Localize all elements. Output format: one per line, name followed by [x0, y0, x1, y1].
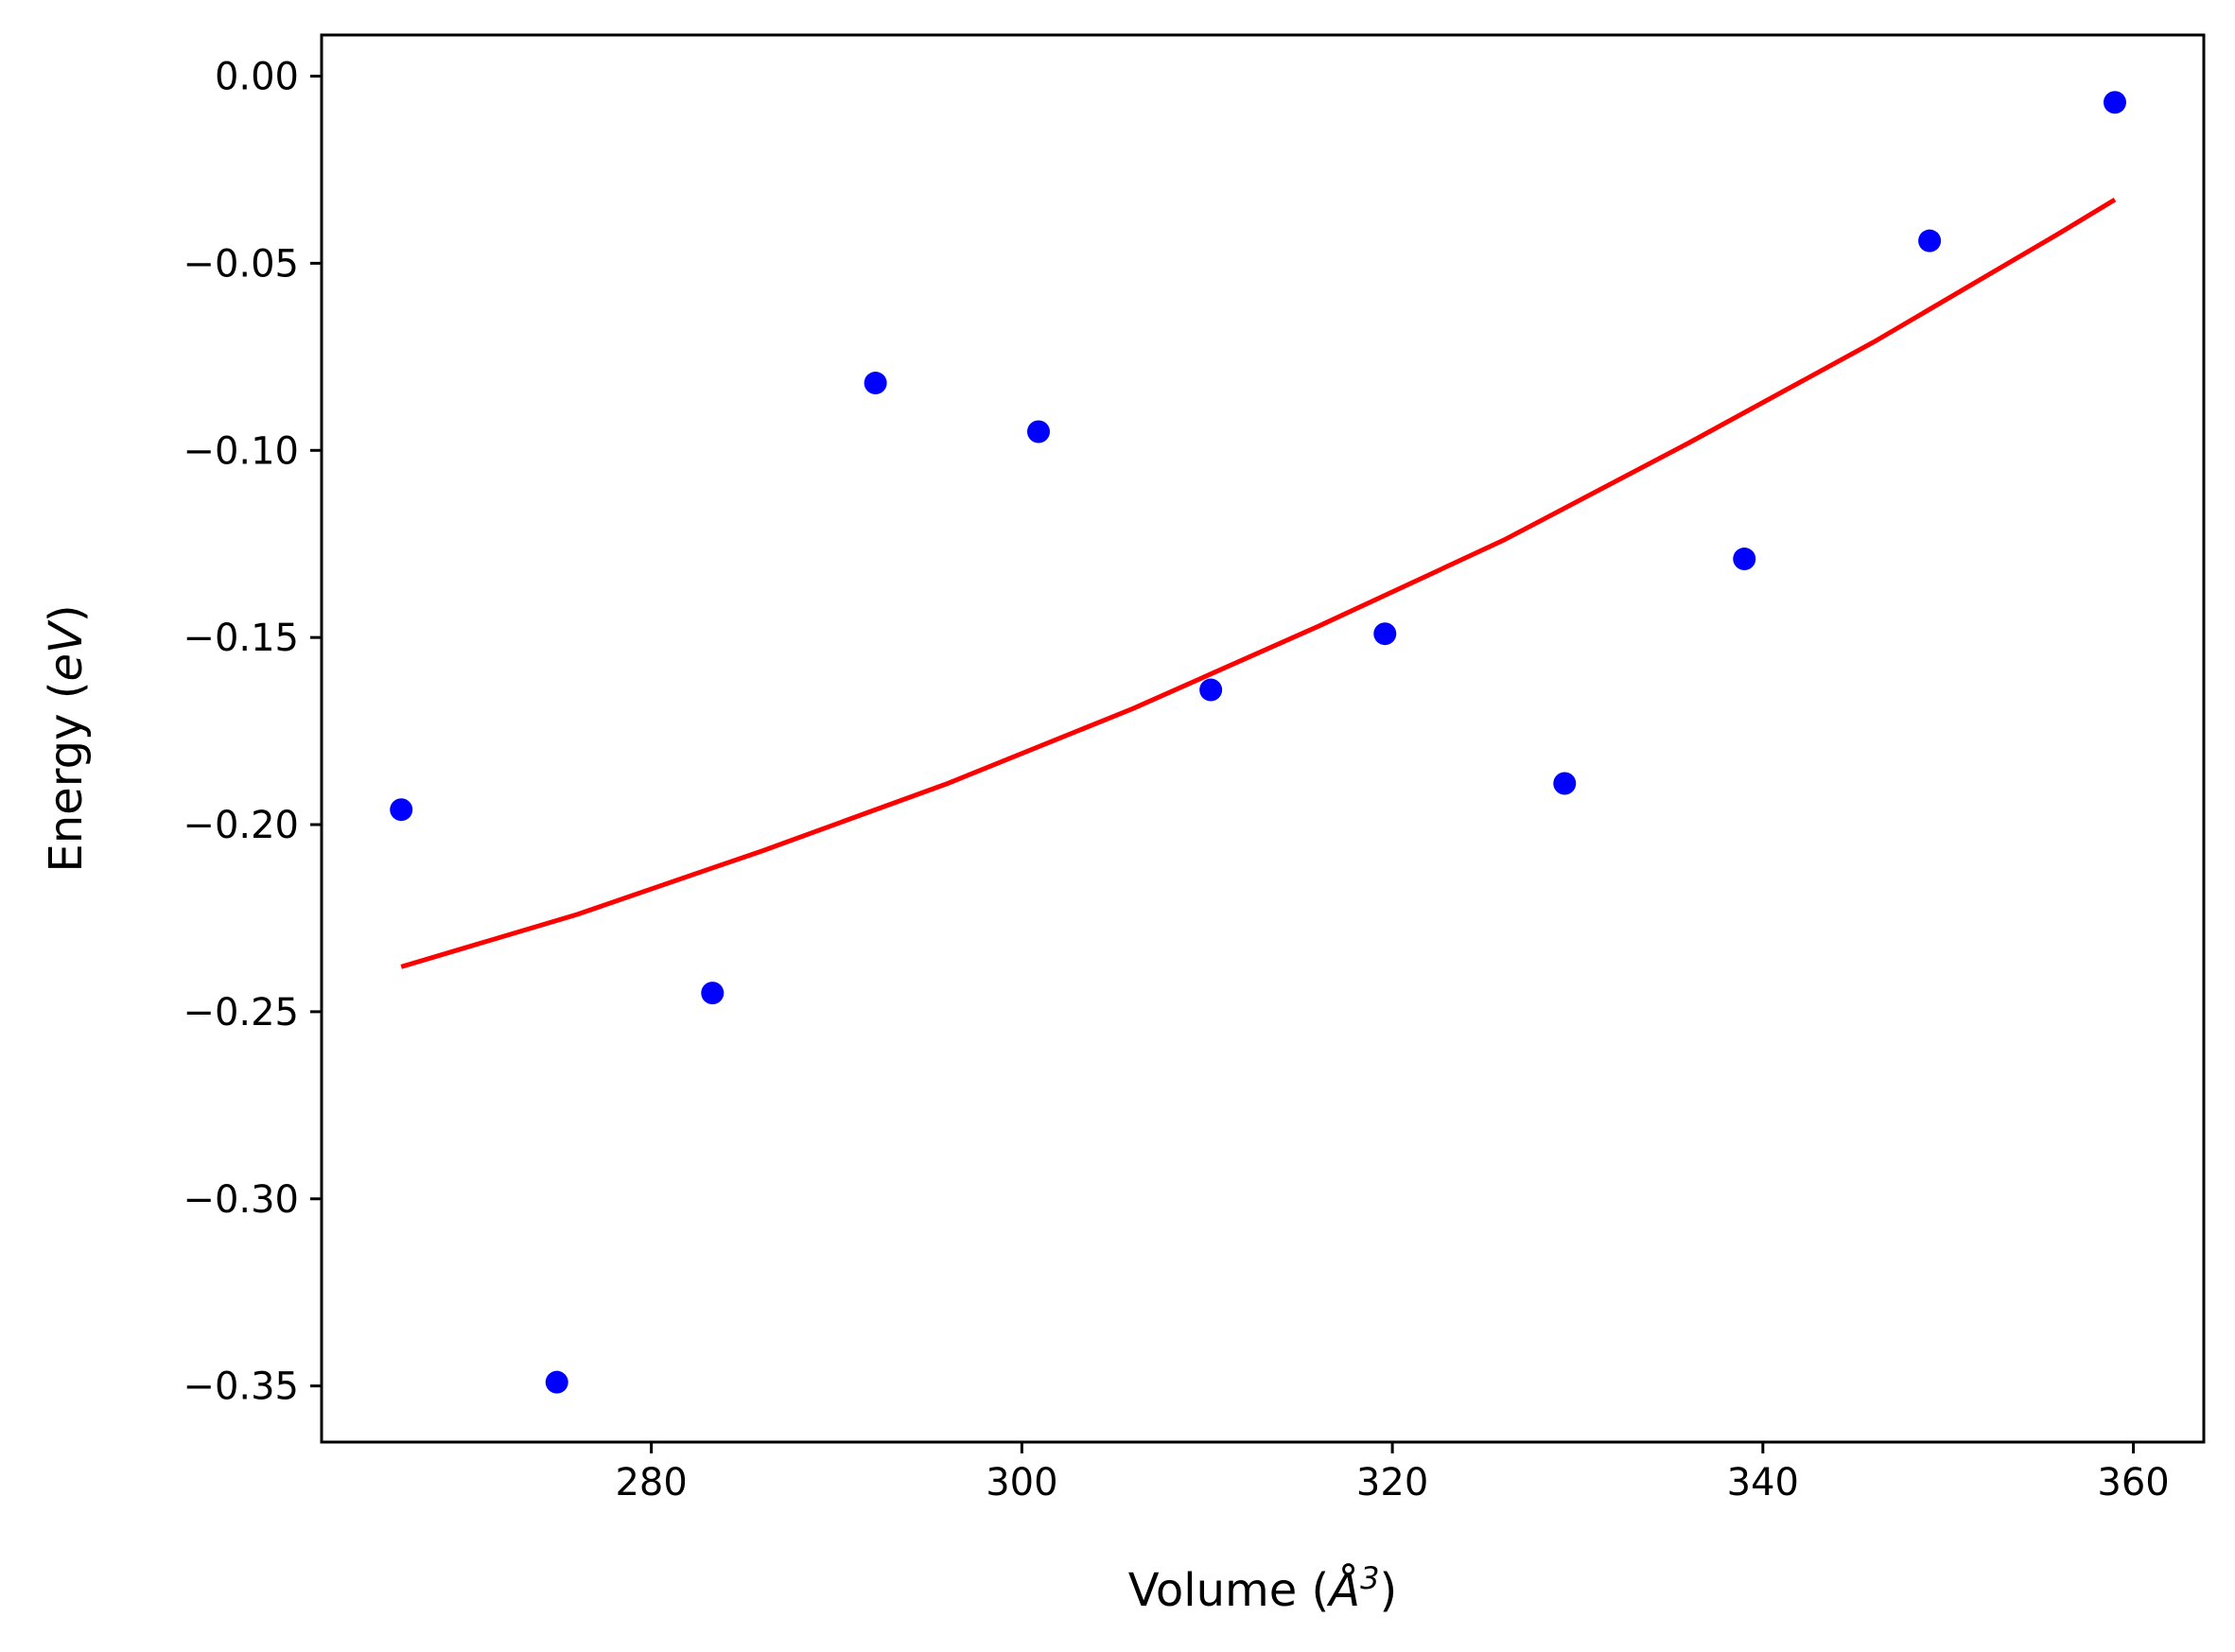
x-tick-label: 300 — [986, 1461, 1057, 1504]
y-tick-label: −0.30 — [183, 1178, 299, 1222]
data-point — [701, 982, 725, 1005]
y-axis-title: Energy (eV) — [40, 604, 93, 872]
x-tick-label: 360 — [2097, 1461, 2169, 1504]
data-point — [2103, 91, 2126, 114]
y-tick-label: −0.20 — [183, 804, 299, 847]
data-point — [864, 372, 887, 395]
plot-area — [390, 91, 2126, 1394]
x-tick-label: 280 — [615, 1461, 687, 1504]
x-tick-label: 340 — [1727, 1461, 1799, 1504]
x-tick-label: 320 — [1356, 1461, 1428, 1504]
y-tick-label: −0.35 — [183, 1365, 299, 1409]
data-point — [390, 798, 413, 822]
data-point — [545, 1370, 568, 1394]
x-axis: 280 300 320 340 360 — [615, 1442, 2170, 1504]
y-tick-label: −0.25 — [183, 991, 299, 1035]
data-point — [1918, 229, 1942, 252]
y-tick-label: −0.05 — [183, 242, 299, 286]
data-point — [1733, 548, 1756, 571]
y-tick-label: −0.15 — [183, 617, 299, 660]
data-point — [1553, 772, 1577, 795]
data-point — [1199, 678, 1223, 702]
y-axis: 0.00 −0.05 −0.10 −0.15 −0.20 −0.25 −0.30 −0.35 — [183, 56, 322, 1409]
data-point — [1373, 622, 1397, 646]
x-axis-title: Volume (Å3) — [1128, 1560, 1397, 1617]
y-tick-label: −0.10 — [183, 429, 299, 473]
fit-curve — [400, 197, 2117, 969]
data-point — [1027, 420, 1051, 443]
axes-frame — [320, 33, 2206, 1444]
y-tick-label: 0.00 — [215, 56, 299, 99]
